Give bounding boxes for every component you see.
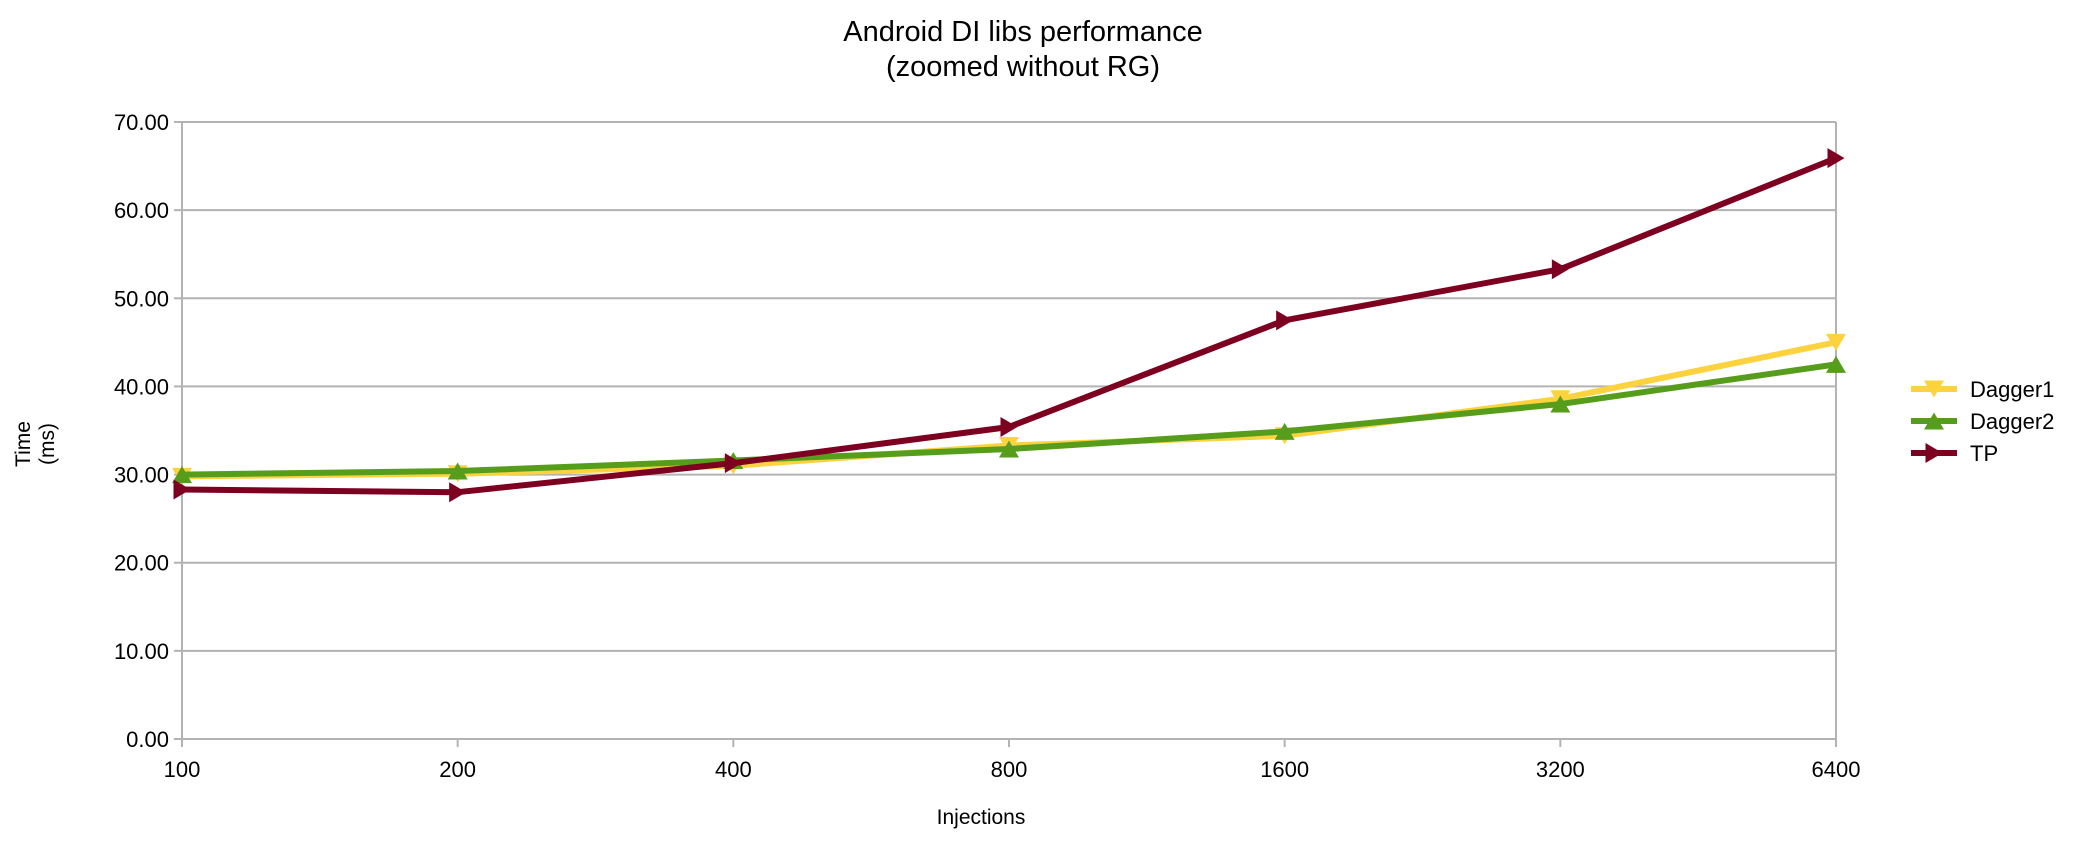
chart-title-group: Android DI libs performance (zoomed with… xyxy=(843,16,1202,83)
y-tick-label: 0.00 xyxy=(126,727,169,752)
x-tick-label: 400 xyxy=(715,757,752,782)
x-tick-label: 6400 xyxy=(1812,757,1861,782)
x-tick-label: 3200 xyxy=(1536,757,1585,782)
data-point xyxy=(1826,333,1846,351)
data-point xyxy=(172,466,192,484)
legend-item: Dagger1 xyxy=(1911,377,2054,402)
y-tick-label: 30.00 xyxy=(114,463,169,488)
legend-item: TP xyxy=(1911,441,1998,466)
legend-label: TP xyxy=(1970,441,1998,466)
y-tick-label: 70.00 xyxy=(114,110,169,135)
legend-label: Dagger1 xyxy=(1970,377,2054,402)
chart-title: Android DI libs performance xyxy=(843,16,1202,48)
x-tick-labels: 100 200 400 800 1600 3200 6400 xyxy=(164,757,1861,782)
series-lines xyxy=(172,148,1846,503)
axis-titles: Injections Time (ms) xyxy=(12,421,1025,829)
x-tick-label: 100 xyxy=(164,757,201,782)
series-tp xyxy=(173,148,1845,503)
series-line xyxy=(181,361,1837,478)
data-point xyxy=(1000,416,1018,437)
data-point xyxy=(1550,395,1571,413)
data-point xyxy=(1826,355,1846,373)
y-tick-labels: 0.00 10.00 20.00 30.00 40.00 50.00 60.00 70.00 xyxy=(114,110,169,752)
series-dagger2 xyxy=(172,355,1846,484)
x-tick-label: 800 xyxy=(991,757,1028,782)
data-point xyxy=(1827,148,1845,169)
data-point xyxy=(1276,310,1294,331)
data-point xyxy=(999,440,1019,458)
x-tick-label: 200 xyxy=(439,757,476,782)
y-axis-title-line2: (ms) xyxy=(36,423,59,465)
legend: Dagger1 Dagger2 TP xyxy=(1911,377,2054,466)
y-tick-label: 60.00 xyxy=(114,198,169,223)
legend-item: Dagger2 xyxy=(1911,409,2054,434)
data-point xyxy=(1551,259,1569,280)
series-dagger1 xyxy=(172,333,1846,485)
y-tick-label: 50.00 xyxy=(114,286,169,311)
chart-subtitle: (zoomed without RG) xyxy=(886,51,1160,83)
x-tick-label: 1600 xyxy=(1260,757,1309,782)
legend-swatch-marker xyxy=(1924,380,1944,398)
y-tick-label: 40.00 xyxy=(114,374,169,399)
legend-label: Dagger2 xyxy=(1970,409,2054,434)
data-point xyxy=(724,453,742,474)
data-point xyxy=(1274,422,1295,440)
y-tick-label: 10.00 xyxy=(114,639,169,664)
legend-swatch-marker xyxy=(1924,412,1944,430)
axes xyxy=(174,121,1837,747)
data-point xyxy=(449,482,467,503)
legend-swatch-marker xyxy=(1925,443,1943,463)
data-point xyxy=(173,479,191,500)
y-tick-label: 20.00 xyxy=(114,551,169,576)
y-axis-title-line1: Time xyxy=(12,421,35,467)
data-point xyxy=(447,462,468,480)
x-axis-title: Injections xyxy=(937,806,1026,829)
